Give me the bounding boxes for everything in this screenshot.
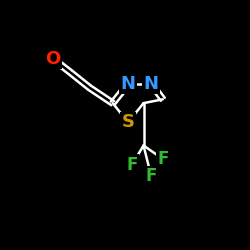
Text: F: F — [126, 156, 138, 174]
Text: F: F — [146, 167, 157, 185]
Text: O: O — [46, 50, 61, 68]
Text: N: N — [120, 75, 136, 93]
Text: F: F — [157, 150, 168, 168]
Text: N: N — [144, 75, 159, 93]
Text: S: S — [122, 114, 134, 132]
